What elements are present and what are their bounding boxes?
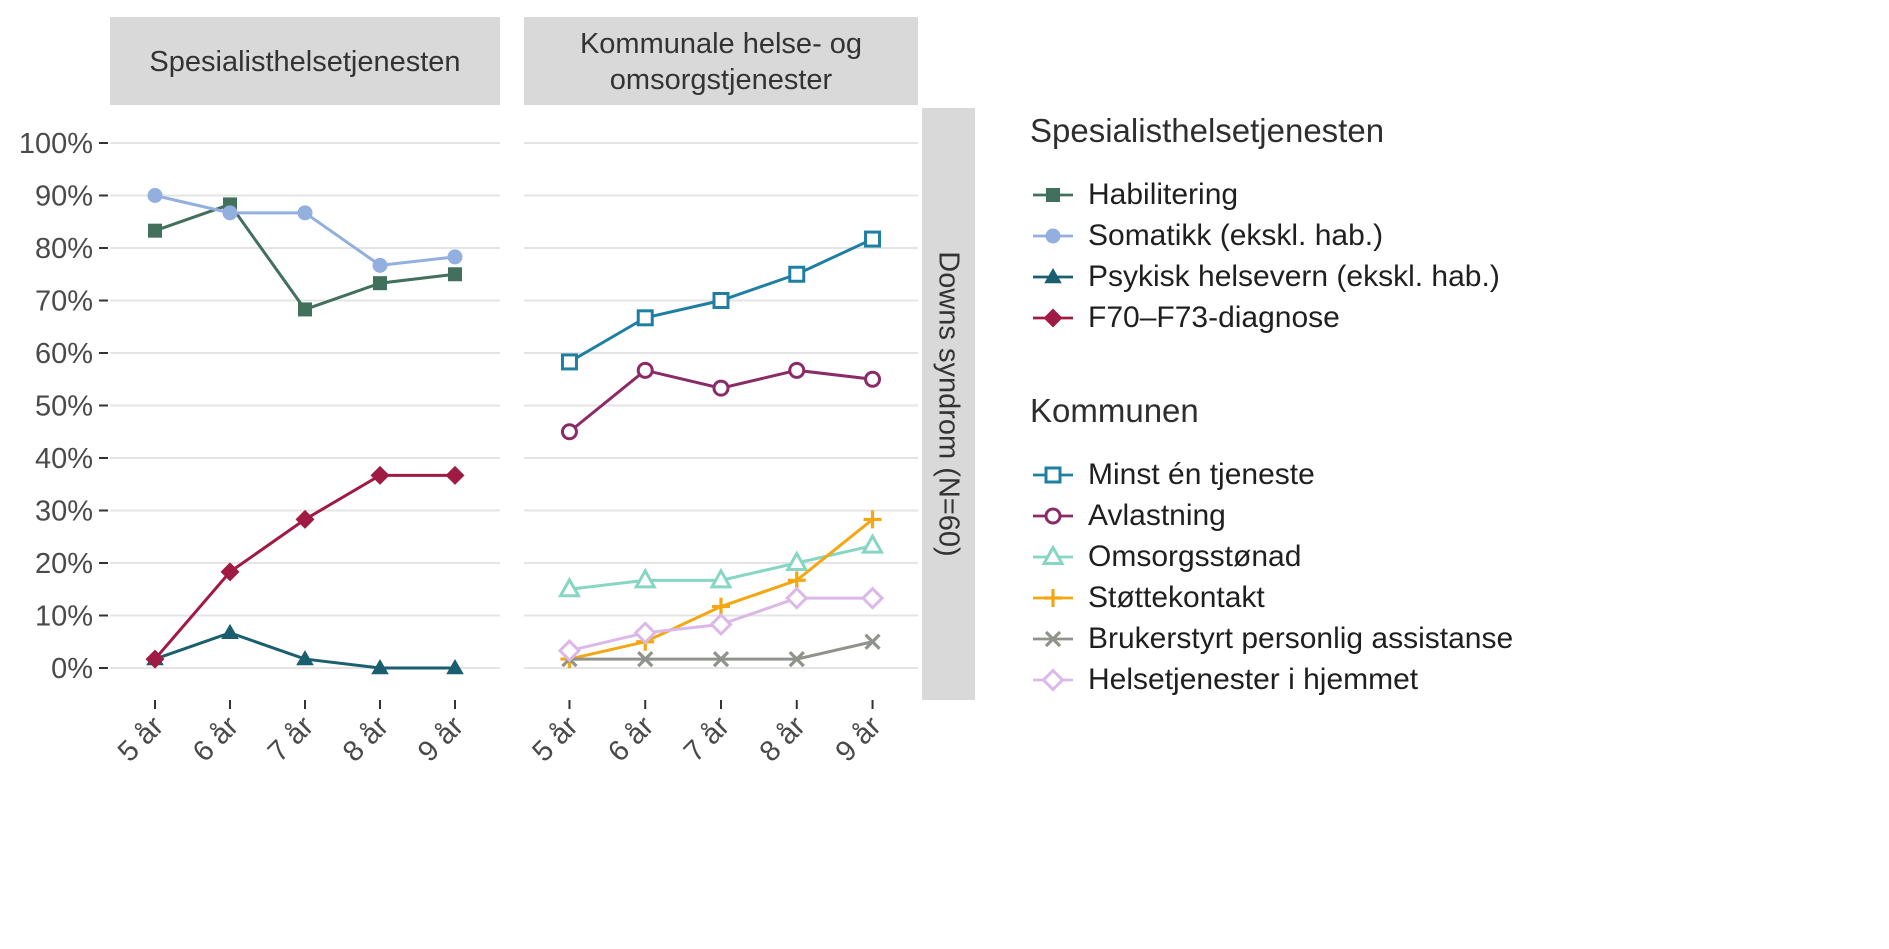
legend-item-label: Psykisk helsevern (ekskl. hab.) [1088,259,1500,293]
y-tick-label: 80% [35,233,93,265]
legend-key-circle-open-icon [1033,507,1073,524]
legend-item-helsetjenester-i-hjemmet: Helsetjenester i hjemmet [1030,659,1513,700]
facet-strips: Spesialisthelsetjenesten Kommunale helse-… [110,17,975,700]
legend: Spesialisthelsetjenesten Habilitering Som… [1030,112,1513,700]
legend-item-omsorgsstønad: Omsorgsstønad [1030,536,1513,577]
x-tick-label: 7 år [262,710,320,768]
x-tick-label: 7 år [678,710,736,768]
legend-item-somatikk-ekskl-hab: Somatikk (ekskl. hab.) [1030,215,1513,256]
legend-key-triangle-open-icon [1033,543,1073,565]
facet-strip-title: Spesialisthelsetjenesten [149,46,460,78]
series [145,188,885,675]
y-tick-label: 20% [35,548,93,580]
facet-strip-top [110,17,500,105]
legend-key-x-icon [1033,630,1073,647]
y-tick-label: 30% [35,496,93,528]
x-tick-label: 5 år [112,710,170,768]
legend-item-brukerstyrt-personlig-assistanse: Brukerstyrt personlig assistanse [1030,618,1513,659]
legend-key-square-filled-icon [1033,187,1073,202]
legend-item-label: Støttekontakt [1088,580,1265,614]
legend-group-spesialisthelsetjenesten: Spesialisthelsetjenesten Habilitering Som… [1030,112,1513,338]
series-line [568,368,873,433]
series-minst-én-tjeneste [560,230,882,371]
x-tick-label: 9 år [412,710,470,768]
y-tick-label: 70% [35,286,93,318]
legend-group-title: Spesialisthelsetjenesten [1030,112,1385,149]
facet-strip-right [922,108,975,700]
series-f70-f73-diagnose [145,465,465,669]
series-helsetjenester-i-hjemmet [557,586,885,663]
y-axis: 0% 10% 20% 30% 40% 50% 60% 70% 80% 90% 100% [19,128,108,685]
facet-strip-title: omsorgstjenester [610,64,833,96]
facet-strip-title: Kommunale helse- og [580,28,862,60]
legend-item-label: Omsorgsstønad [1088,539,1302,573]
legend-item-habilitering: Habilitering [1030,174,1513,215]
series-line [569,640,873,661]
legend-key-circle-filled-icon [1033,228,1073,243]
series-psykisk-helsevern-ekskl-hab [146,623,464,675]
legend-key-square-open-icon [1033,466,1073,483]
gridlines [110,142,918,669]
legend-group-title: Kommunen [1030,392,1199,429]
series-habilitering [148,197,462,317]
facet-strip-top [524,17,918,105]
series-line [153,473,455,661]
chart-svg: Spesialisthelsetjenesten Kommunale helse-… [19,17,975,768]
facet-panel-kommunale-helse-og-omsorgstjenester [557,230,885,669]
facet-panel-spesialisthelsetjenesten [145,188,465,675]
y-tick-label: 100% [19,128,93,160]
series-omsorgsstønad [557,533,885,598]
legend-key-diamond-open-icon [1033,667,1073,692]
y-tick-label: 40% [35,443,93,475]
legend-item-label: Brukerstyrt personlig assistanse [1088,621,1514,655]
y-tick-label: 50% [35,391,93,423]
y-tick-label: 90% [35,181,93,213]
legend-item-psykisk-helsevern-ekskl-hab: Psykisk helsevern (ekskl. hab.) [1030,256,1513,297]
legend-key-diamond-filled-icon [1033,308,1073,327]
legend-group-kommunen: Kommunen Minst én tjeneste Avlastning Omso… [1030,392,1513,700]
x-tick-label: 8 år [337,710,395,768]
x-tick-label: 8 år [754,710,812,768]
series-line [569,518,874,661]
x-tick-label: 9 år [830,710,888,768]
legend-key-plus-icon [1033,588,1073,607]
x-tick-label: 6 år [602,710,660,768]
legend-item-label: Minst én tjeneste [1088,457,1315,491]
legend-item-label: Helsetjenester i hjemmet [1088,662,1419,696]
legend-item-avlastning: Avlastning [1030,495,1513,536]
x-axis: 5 år 6 år 7 år 8 år 9 år 5 år 6 år 7 år 8 år 9 år [112,700,888,768]
legend-item-label: F70–F73-diagnose [1088,300,1340,334]
legend-item-label: Somatikk (ekskl. hab.) [1088,218,1384,252]
legend-item-støttekontakt: Støttekontakt [1030,577,1513,618]
y-tick-label: 0% [51,653,93,685]
legend-item-f70-f73-diagnose: F70–F73-diagnose [1030,297,1513,338]
y-tick-label: 60% [35,338,93,370]
x-tick-label: 5 år [526,710,584,768]
legend-item-label: Habilitering [1088,177,1239,211]
legend-item-minst-én-tjeneste: Minst én tjeneste [1030,454,1513,495]
series-støttekontakt [560,510,882,669]
chart-area: Spesialisthelsetjenesten Kommunale helse-… [19,17,975,768]
legend-items: Minst én tjeneste Avlastning Omsorgsstønad… [1030,454,1513,700]
y-tick-label: 10% [35,601,93,633]
legend-items: Habilitering Somatikk (ekskl. hab.) Psykis… [1030,174,1513,338]
series-somatikk-ekskl-hab [147,188,463,273]
x-tick-label: 6 år [187,710,245,768]
series-avlastning [560,361,882,441]
series-brukerstyrt-personlig-assistanse [561,633,881,668]
legend-key-triangle-filled-icon [1033,267,1073,283]
facet-strip-right-label: Downs syndrom (N=60) [933,251,965,556]
legend-item-label: Avlastning [1088,498,1226,532]
